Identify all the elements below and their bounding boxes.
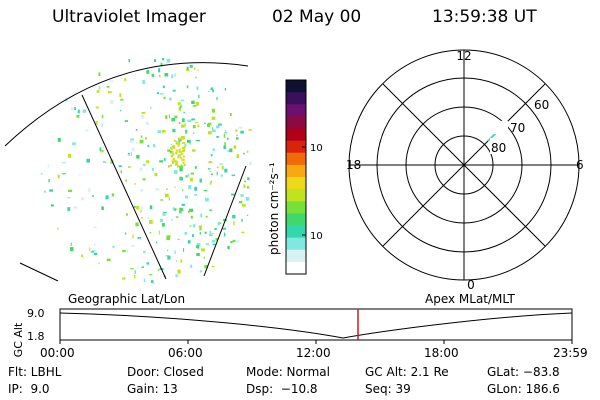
info-gc-alt: GC Alt: 2.1 Re [365,365,449,379]
geographic-caption: Geographic Lat/Lon [68,292,186,306]
colorbar: 100 10 photon cm⁻²s⁻¹ [267,79,322,275]
uv-image-panel [4,57,252,283]
mlt-line-diag-2 [382,83,546,247]
info-ip: IP: 9.0 [8,382,50,396]
instrument-title: Ultraviolet Imager [52,7,206,27]
info-glat: GLat: −83.8 [487,365,560,379]
altitude-curve [59,312,573,339]
colorbar-tick-100: 100 [310,143,322,154]
lat-label-70: 70 [510,121,525,135]
info-seq: Seq: 39 [365,382,411,396]
geo-boundary-lower [19,262,59,282]
info-filter: Flt: LBHL [8,365,62,379]
mlt-label-18: 18 [346,158,361,172]
gc-alt-axis-label: GC Alt [12,322,25,357]
timeline-frame [59,308,573,341]
lat-label-80: 80 [491,141,506,155]
colorbar-gradient [286,80,306,275]
time-tick-0600: 06:00 [168,346,203,360]
time-label: 13:59:38 UT [432,7,537,27]
colorbar-tick-10: 10 [310,231,322,242]
info-mode: Mode: Normal [246,365,330,379]
date-label: 02 May 00 [272,7,362,27]
mlt-label-12: 12 [456,49,471,63]
time-tick-1800: 18:00 [424,346,459,360]
info-gain: Gain: 13 [127,382,178,396]
info-dsp: Dsp: −10.8 [246,382,318,396]
geo-boundary-arc [4,62,249,147]
time-tick-1200: 12:00 [296,346,331,360]
timeline-x-ticks [59,340,573,344]
aurora-emission [40,57,252,283]
meridian-line-left [81,94,167,280]
lat-label-60: 60 [534,98,549,112]
alt-tick-9: 9.0 [27,307,45,320]
polar-grid: 12 0 18 6 80 70 60 [346,49,584,292]
mlt-label-6: 6 [576,158,584,172]
time-tick-2359: 23:59 [553,346,588,360]
info-glon: GLon: 186.6 [487,382,560,396]
alt-tick-1-8: 1.8 [27,330,45,343]
meridian-line-right [203,165,247,277]
apex-caption: Apex MLat/MLT [425,292,515,306]
mlt-label-0: 0 [467,278,475,292]
altitude-timeline: GC Alt 9.0 1.8 [12,307,573,357]
colorbar-label: photon cm⁻²s⁻¹ [267,162,281,255]
time-tick-0000: 00:00 [40,346,75,360]
info-door: Door: Closed [127,365,204,379]
